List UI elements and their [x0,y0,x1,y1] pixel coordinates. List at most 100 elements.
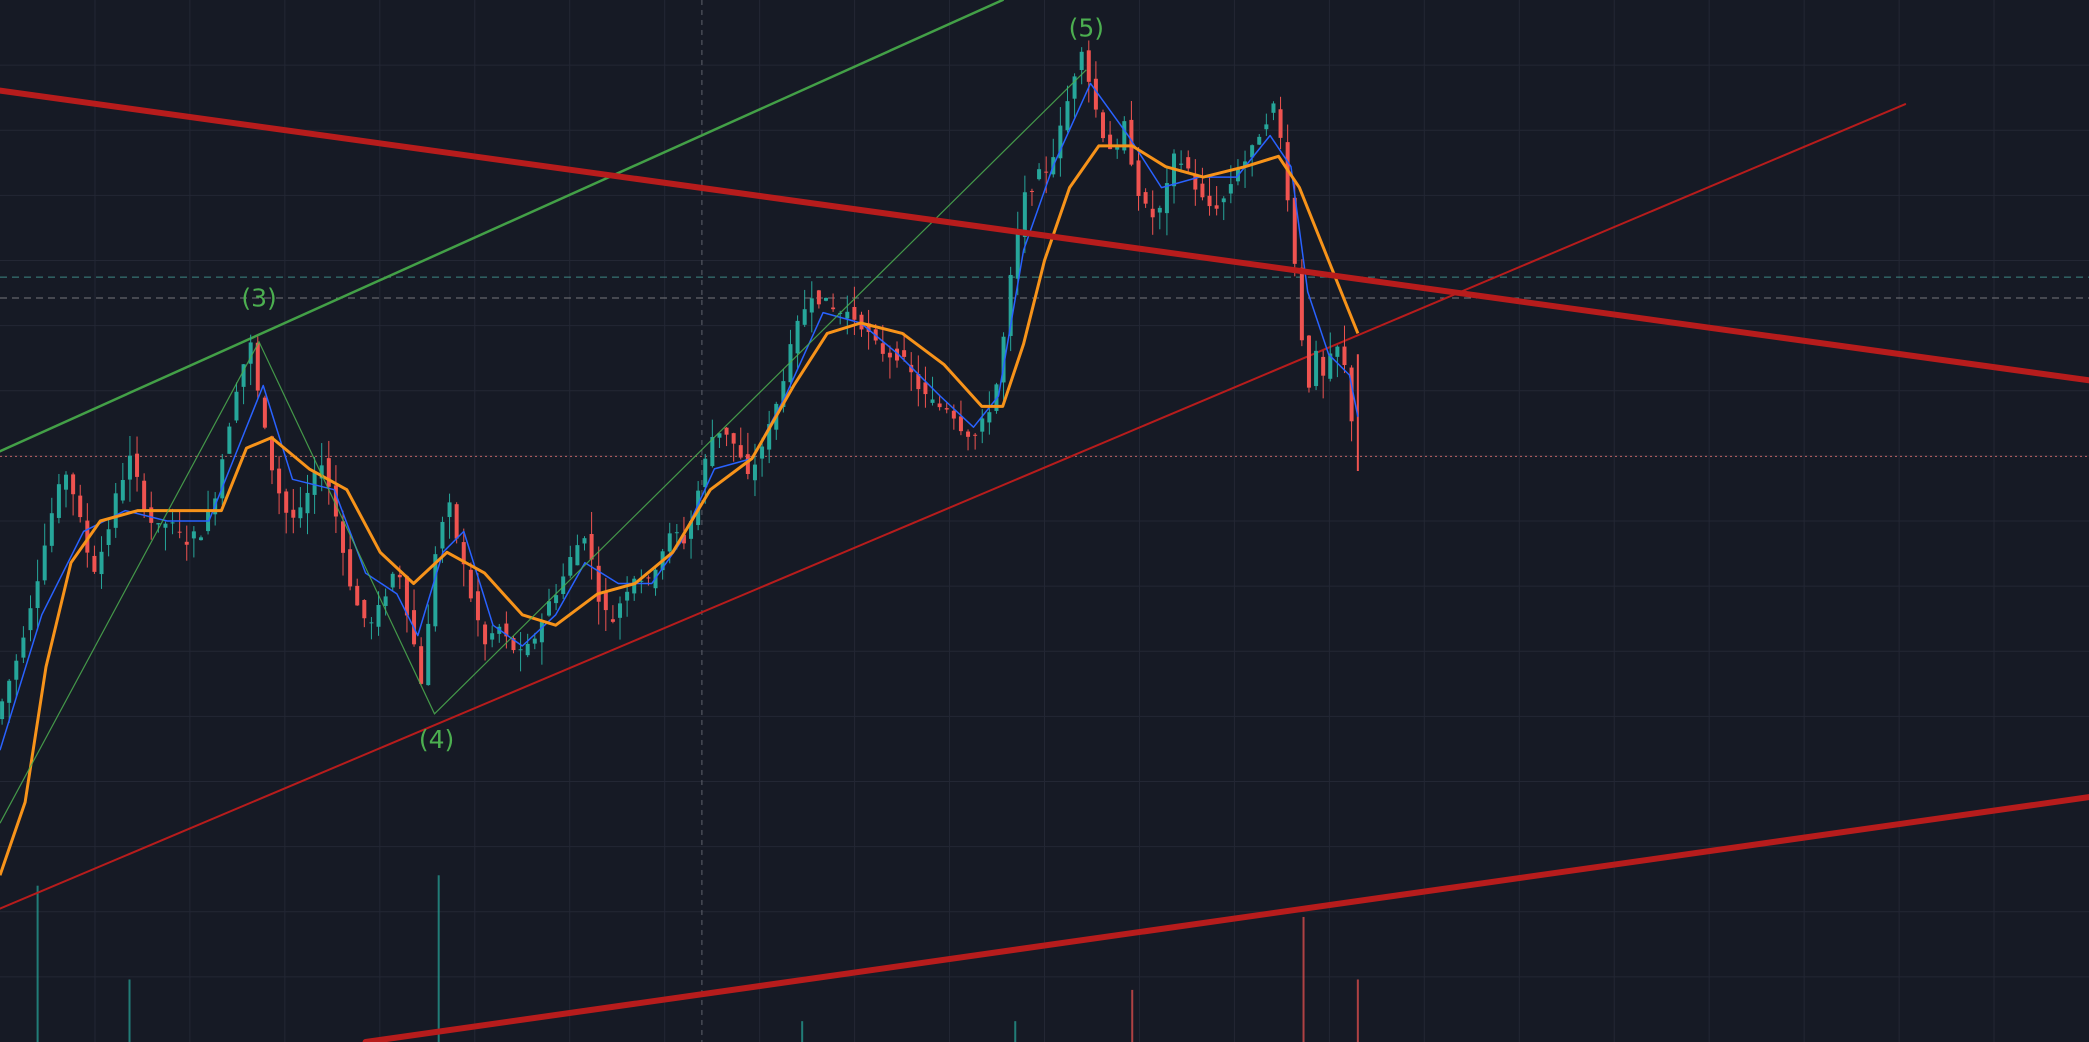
volume-bar [1014,1021,1017,1042]
candle-body [710,437,715,467]
trendline-thin[interactable] [0,103,1907,910]
candle-body [1136,160,1141,197]
candle-body [376,604,381,627]
ma-fast-line [0,82,1359,751]
candle-body [618,603,623,618]
candle-body [1321,356,1326,376]
wave-count[interactable] [0,69,1087,824]
trendline-thick[interactable] [362,794,2089,1042]
candle-body [1179,163,1184,165]
candle-body [490,633,495,640]
candle-body [291,509,296,518]
candle-body [362,600,367,619]
candle-body [980,418,985,432]
candle-body [383,596,388,606]
trendline-upper[interactable] [0,0,1004,453]
trendline-thick[interactable] [0,87,2089,384]
candle-body [106,529,111,546]
candle-body [184,541,189,545]
candle-body [113,493,118,528]
candle-body [752,464,757,481]
candle-body [298,507,303,519]
candle-body [447,502,452,518]
volume-bar [1356,979,1359,1042]
candle-body [1058,125,1063,159]
candle-body [355,585,360,606]
candle-body [1349,367,1354,422]
trendlines-front[interactable] [0,87,2089,1042]
candle-body [433,554,438,627]
candle-body [21,637,26,658]
candle-body [191,531,196,539]
candle-body [767,424,772,450]
candle-body [646,577,651,579]
candle-body [1271,103,1276,113]
candle-body [518,649,523,651]
candle-body [916,374,921,390]
volume-bar [128,979,131,1042]
candle-body [468,569,473,599]
candle-body [816,290,821,305]
candle-body [525,643,530,656]
candle-body [1079,51,1084,71]
candle-body [1086,50,1091,82]
candle-body [1328,353,1333,379]
candle-body [681,534,686,544]
candle-body [923,382,928,395]
volume-bar [801,1021,804,1042]
candle-body [788,344,793,383]
candle-body [1221,198,1226,203]
candle-body [99,551,104,575]
candle-body [120,480,125,501]
candle-body [809,298,814,313]
candle-body [1292,197,1297,264]
candle-body [1264,124,1269,130]
candle-body [426,623,431,686]
candle-body [78,495,83,518]
candle-body [1015,232,1020,279]
candle-body [1214,205,1219,209]
candle-body [234,391,239,421]
candle-body [64,474,69,490]
candle-body [582,538,587,544]
candle-body [348,549,353,587]
candle-body [1257,136,1262,145]
candle-body [220,459,225,499]
wave-label: (3) [241,283,276,312]
candle-body [269,436,274,471]
candle-body [902,350,907,357]
candle-body [135,453,140,477]
moving-averages [0,82,1360,876]
candle-body [1008,274,1013,336]
candle-body [554,595,559,604]
wave-labels: (3) (4) (5) [241,13,1104,754]
candle-body [163,523,168,528]
candle-body [532,638,537,644]
candle-body [333,485,338,517]
candle-body [1278,109,1283,138]
candle-body [674,532,679,534]
candle-body [156,523,161,525]
candle-body [1335,346,1340,357]
wave-label: (4) [419,725,454,754]
candle-body [866,323,871,332]
candle-body [802,309,807,325]
wave-path[interactable] [0,69,1087,824]
volume-bars [36,875,1359,1042]
candle-body [731,433,736,444]
candle-body [1250,145,1255,158]
candle-body [1150,208,1155,218]
candle-body [539,621,544,643]
trendlines-behind[interactable] [0,0,1907,910]
candle-body [397,574,402,578]
candle-body [852,306,857,320]
candle-body [1122,121,1127,151]
candle-body [1143,192,1148,204]
candle-body [49,513,54,546]
candle-body [745,454,750,475]
candle-body [475,591,480,621]
candle-body [461,542,466,565]
candle-body [603,591,608,611]
